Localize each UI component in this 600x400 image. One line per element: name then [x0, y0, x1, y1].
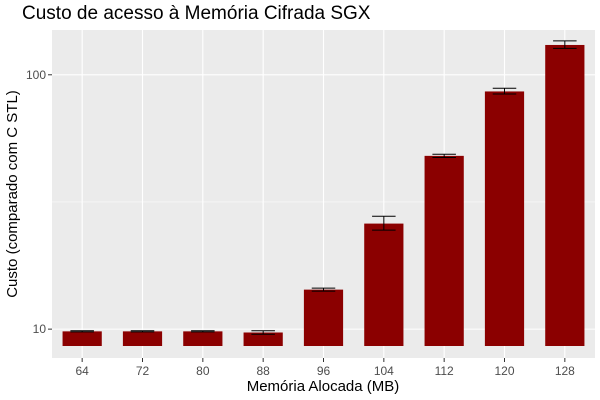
- y-axis-title: Custo (comparado com C STL): [4, 90, 21, 298]
- x-tick-label: 112: [435, 364, 454, 378]
- bar: [545, 44, 585, 346]
- y-axis: 10 100: [26, 68, 52, 336]
- bar: [243, 332, 283, 346]
- x-tick-label: 72: [136, 364, 150, 378]
- x-tick-label: 64: [75, 364, 89, 378]
- bar: [122, 331, 163, 346]
- bar: [424, 155, 464, 346]
- x-tick-label: 88: [256, 364, 270, 378]
- bar: [484, 91, 525, 347]
- bars: [62, 44, 585, 347]
- error-bars: [70, 40, 577, 335]
- x-tick-label: 104: [374, 364, 394, 378]
- bar: [183, 331, 223, 346]
- x-tick-label: 128: [555, 364, 575, 378]
- y-tick-label: 10: [33, 322, 47, 336]
- x-axis-title: Memória Alocada (MB): [247, 378, 400, 395]
- bar: [62, 331, 102, 346]
- x-tick-label: 120: [494, 364, 514, 378]
- x-axis: 64 72 80 88 96 104 112 120 128: [75, 358, 575, 378]
- y-tick-label: 100: [26, 68, 46, 82]
- x-tick-label: 96: [317, 364, 331, 378]
- bar: [364, 223, 404, 346]
- chart-title: Custo de acesso à Memória Cifrada SGX: [22, 3, 371, 24]
- bar: [303, 289, 344, 346]
- x-tick-label: 80: [196, 364, 210, 378]
